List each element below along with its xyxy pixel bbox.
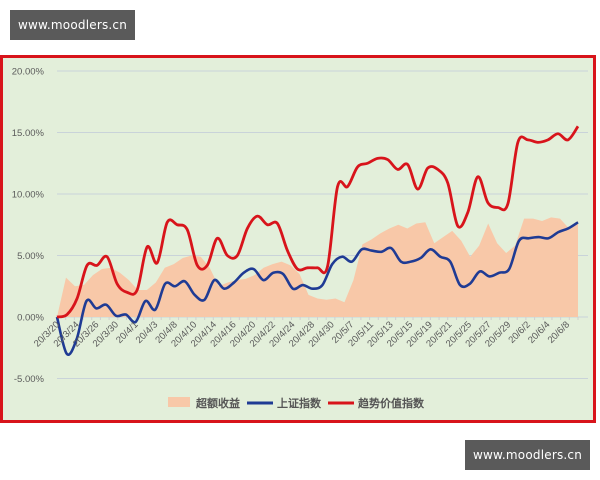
- shanghai-index-line: [55, 221, 579, 356]
- legend-label-shanghai-index: 上证指数: [277, 396, 322, 410]
- trend-value-index-line: [56, 125, 580, 319]
- y-tick-label: 0.00%: [17, 313, 44, 324]
- x-axis-ticks: [56, 317, 579, 320]
- legend-label-excess-return: 超额收益: [195, 396, 240, 410]
- x-tick-label: 20/6/8: [546, 319, 572, 345]
- legend: 超额收益 上证指数 趋势价值指数: [168, 396, 425, 410]
- excess-return-area: [57, 217, 578, 317]
- y-tick-label: -5.00%: [14, 374, 45, 385]
- y-tick-label: 20.00%: [12, 67, 45, 78]
- watermark-bottom: www.moodlers.cn: [465, 440, 590, 470]
- y-tick-label: 10.00%: [12, 190, 45, 201]
- excess-return-area-shape: [57, 217, 578, 317]
- watermark-top: www.moodlers.cn: [10, 10, 135, 40]
- y-tick-label: 5.00%: [17, 251, 44, 262]
- legend-label-trend-value-index: 趋势价值指数: [358, 396, 425, 410]
- y-tick-label: 15.00%: [12, 128, 45, 139]
- chart-frame: [0, 55, 596, 423]
- y-axis-labels: 20.00% 15.00% 10.00% 5.00% 0.00% -5.00%: [12, 67, 45, 386]
- series-lines: [55, 125, 580, 356]
- legend-swatch-excess-return: [168, 397, 190, 407]
- x-axis-labels: 20/3/2020/3/2420/3/2620/3/3020/4/120/4/3…: [32, 319, 572, 349]
